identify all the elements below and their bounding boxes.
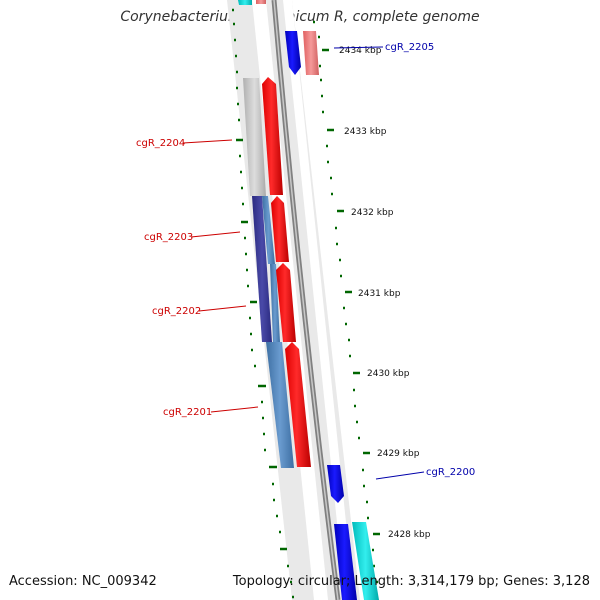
scale-label: 2428 kbp [388,530,431,540]
gc-content-blocks [243,78,294,468]
scale-label: 2431 kbp [358,289,401,299]
green-tick-track-left [232,8,294,599]
scale-label: 2430 kbp [367,369,410,379]
gc-block-steel-lower [266,342,294,468]
gene-label-cgR_2203[interactable]: cgR_2203 [144,232,193,243]
gene-cgR_2200-cds [327,465,344,503]
cds-top-fragments [238,0,266,5]
gene-label-cgR_2204[interactable]: cgR_2204 [136,138,185,149]
gene-label-cgR_2201[interactable]: cgR_2201 [163,407,212,418]
gene-label-cgR_2200[interactable]: cgR_2200 [426,467,475,478]
gene-cgR_2202-cds [276,263,296,342]
scale-label: 2429 kbp [377,449,420,459]
scale-label: 2433 kbp [344,127,387,137]
accession-text: Accession: NC_009342 [9,574,157,589]
green-tick-track-right [313,20,380,584]
scale-labels: 2434 kbp 2433 kbp 2432 kbp 2431 kbp 2430… [339,46,431,540]
gene-cgR_2205b-cds [285,31,301,75]
gc-block-steel-mid [270,264,280,342]
map-title: Corynebacterium glutamicum R, complete g… [120,9,480,25]
minus-strand-track [283,0,354,600]
scale-label: 2434 kbp [339,46,382,56]
cds-bottom-blue [334,524,357,600]
gene-cgR_2201-cds [285,342,311,467]
gene-cgR_2205-cds [303,31,319,75]
gene-cgR_2203-cds [271,196,289,262]
gc-block-navy [252,196,272,342]
scale-label: 2432 kbp [351,208,394,218]
gc-block-steel-upper [262,196,275,264]
cds-bottom-cyan [352,522,379,600]
genome-backbone-highlight [273,0,339,600]
gene-label-cgR_2202[interactable]: cgR_2202 [152,306,201,317]
gene-label-lines [182,46,425,480]
gc-block-grey [243,78,266,196]
topology-text: Topology: circular; Length: 3,314,179 bp… [232,574,590,589]
gene-label-cgR_2205[interactable]: cgR_2205 [385,42,434,53]
gene-cgR_2204-cds [262,77,283,195]
